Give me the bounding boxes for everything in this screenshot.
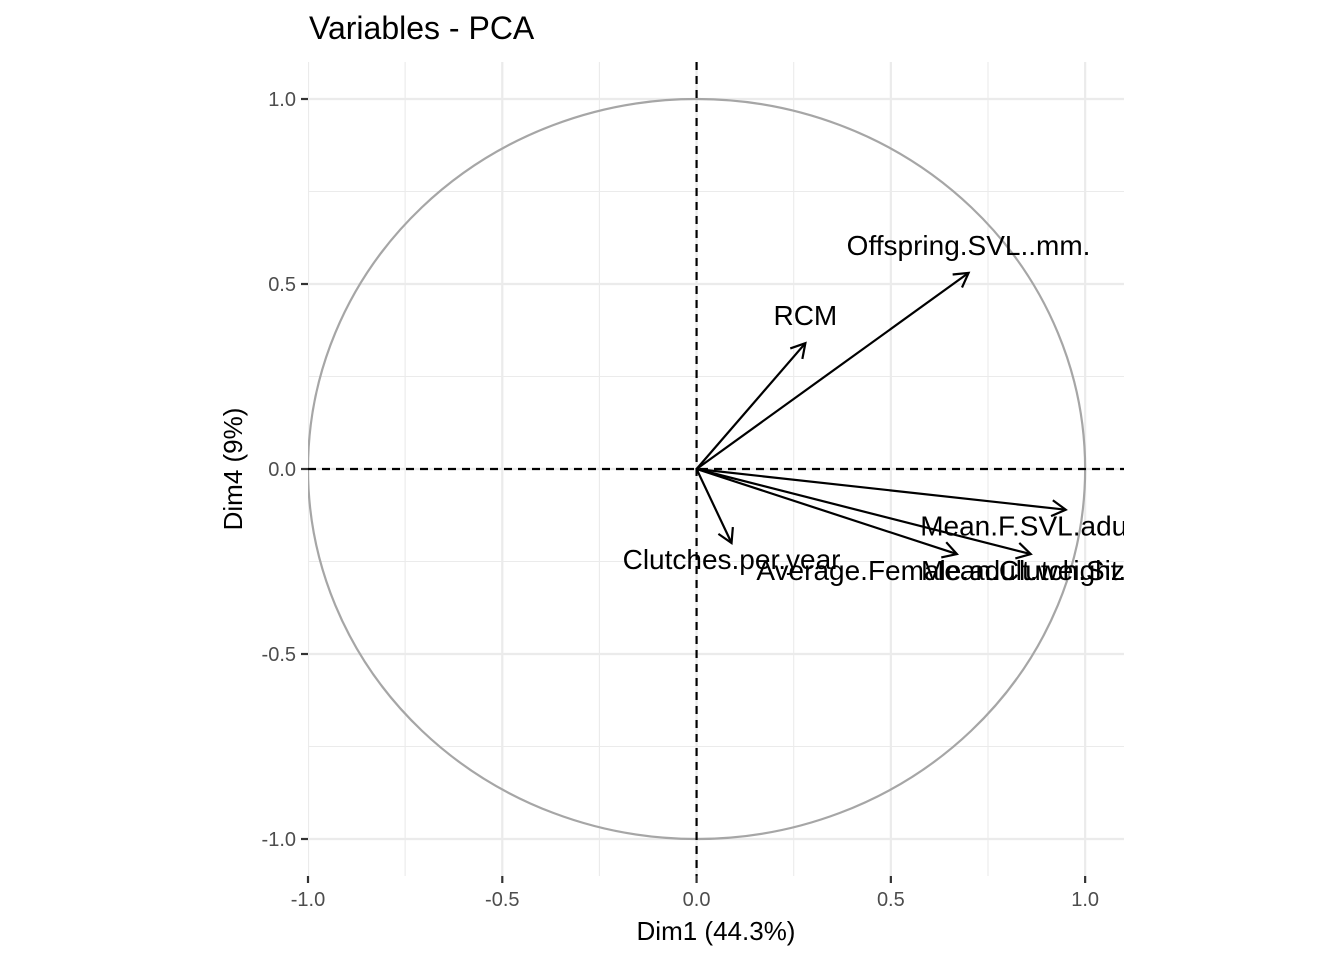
arrow-head — [1050, 499, 1068, 518]
arrow-shaft — [696, 467, 958, 556]
arrow-head — [941, 541, 960, 559]
variable-arrow — [695, 271, 971, 470]
variable-label: Offspring.SVL..mm. — [847, 230, 1091, 261]
x-tick-label: 1.0 — [1071, 889, 1099, 911]
y-tick-label: -0.5 — [262, 644, 296, 666]
x-tick-label: -0.5 — [485, 889, 519, 911]
variable-label: Clutches.per.year — [623, 544, 841, 575]
variable-labels: Offspring.SVL..mm. RCM Mean.F.SVL.adult..m… — [623, 230, 1211, 586]
arrow-head — [789, 341, 807, 360]
arrow-shaft — [695, 342, 807, 470]
arrow-head — [952, 271, 971, 288]
axis-ticks: -1.0 -0.5 0.0 0.5 1.0 1.0 0.5 0.0 -0.5 -1.0 — [262, 89, 1100, 911]
variable-label: Average.Female.adult.weight..g. — [756, 555, 1157, 586]
y-axis-title: Dim4 (9%) — [218, 408, 248, 531]
arrow-shaft — [696, 467, 1066, 511]
variable-arrow — [696, 467, 960, 559]
arrow-shaft — [695, 468, 733, 544]
variable-label: Mean.Clutch.Size — [921, 555, 1140, 586]
variable-arrow — [695, 468, 734, 545]
y-tick-label: -1.0 — [262, 829, 296, 851]
variable-label: Mean.F.SVL.adult..mm. — [920, 511, 1211, 542]
variable-label: RCM — [773, 300, 837, 331]
x-axis-title: Dim1 (44.3%) — [637, 916, 796, 946]
arrow-shaft — [695, 272, 970, 470]
x-tick-label: 0.5 — [877, 889, 905, 911]
variable-arrow — [696, 467, 1033, 560]
arrow-head — [717, 526, 734, 545]
y-tick-label: 0.0 — [268, 459, 296, 481]
y-tick-label: 0.5 — [268, 274, 296, 296]
x-tick-label: -1.0 — [291, 889, 325, 911]
chart-title: Variables - PCA — [309, 10, 535, 46]
x-tick-label: 0.0 — [683, 889, 711, 911]
variable-arrow — [695, 341, 807, 470]
variable-arrow — [696, 467, 1068, 518]
arrow-head — [1015, 542, 1033, 560]
arrow-shaft — [696, 467, 1032, 556]
y-tick-label: 1.0 — [268, 89, 296, 111]
variable-arrows — [695, 271, 1068, 560]
